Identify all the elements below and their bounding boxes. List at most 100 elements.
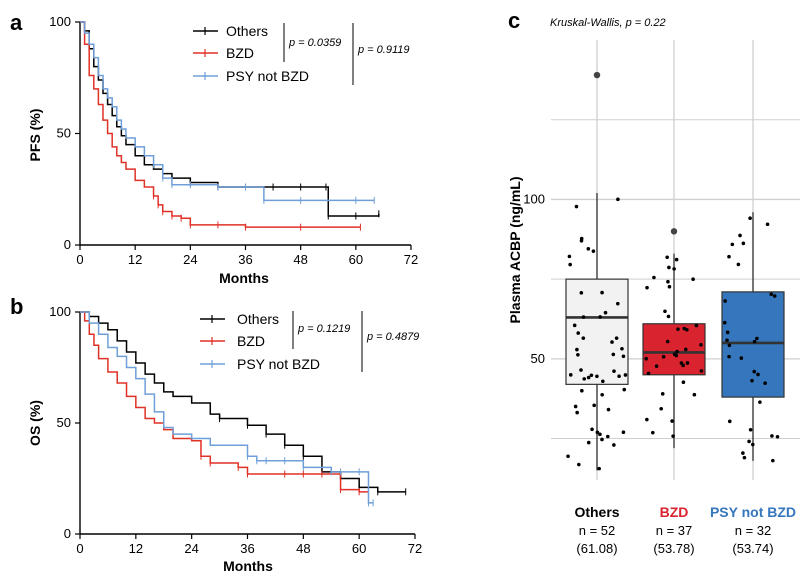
jitter-point-bzd (691, 277, 695, 282)
jitter-point-bzd (670, 419, 674, 423)
pfs-plot-area: 0 12 24 36 48 60 72 0 50 100 (49, 14, 418, 267)
jitter-point-psy-not-bzd (747, 439, 751, 444)
acbp-boxplot: Kruskal-Wallis, p = 0.22 50 100 Plasma AC… (507, 17, 800, 556)
os-km-curve-psy-not-bzd (80, 311, 374, 504)
jitter-point-psy-not-bzd (741, 451, 745, 455)
jitter-point-bzd (650, 430, 655, 435)
jitter-point-others (590, 427, 594, 432)
jitter-point-others (622, 387, 627, 392)
jitter-point-psy-not-bzd (772, 294, 777, 298)
pfs-y-tick-label: 100 (49, 14, 71, 29)
jitter-point-others (568, 262, 572, 267)
jitter-point-psy-not-bzd (771, 458, 775, 463)
jitter-point-others (623, 373, 628, 377)
os-y-tick-label: 100 (49, 304, 71, 319)
os-x-tick-label: 24 (184, 541, 198, 556)
jitter-point-bzd (652, 275, 656, 280)
jitter-point-psy-not-bzd (727, 343, 732, 348)
group-label-others: Others (574, 504, 619, 520)
jitter-point-others (605, 434, 610, 439)
jitter-point-others (592, 403, 596, 408)
jitter-point-psy-not-bzd (756, 372, 760, 377)
pfs-x-tick-label: 72 (404, 252, 418, 267)
pfs-chart: 0 12 24 36 48 60 72 0 50 100 Months PFS (%) Other… (27, 14, 418, 286)
pfs-legend-others: Others (226, 23, 268, 39)
jitter-point-others (575, 347, 579, 352)
os-legend-psy: PSY not BZD (237, 356, 320, 372)
pfs-y-tick-label: 0 (64, 237, 71, 252)
jitter-point-bzd (679, 361, 684, 365)
jitter-point-others (598, 315, 602, 319)
jitter-point-others (581, 336, 586, 340)
os-x-tick-label: 0 (76, 541, 83, 556)
jitter-point-bzd (694, 323, 699, 328)
os-x-tick-label: 72 (408, 541, 422, 556)
jitter-point-others (576, 331, 581, 335)
jitter-point-bzd (661, 354, 666, 359)
jitter-point-bzd (675, 349, 679, 354)
jitter-point-psy-not-bzd (770, 434, 774, 438)
jitter-point-others (603, 310, 608, 315)
os-x-tick-label: 60 (352, 541, 366, 556)
jitter-point-bzd (676, 327, 680, 331)
panel-b-letter: b (10, 294, 23, 319)
jitter-point-bzd (667, 284, 672, 289)
pfs-x-tick-label: 0 (76, 252, 83, 267)
os-y-tick-label: 0 (64, 526, 71, 541)
jitter-point-others (621, 430, 626, 434)
jitter-point-others (574, 204, 579, 209)
group-n-others: n = 52 (579, 523, 616, 538)
pfs-legend-psy: PSY not BZD (226, 68, 309, 84)
jitter-point-psy-not-bzd (739, 356, 744, 360)
jitter-point-bzd (681, 380, 686, 384)
jitter-point-others (577, 462, 581, 467)
jitter-point-psy-not-bzd (736, 262, 741, 267)
jitter-point-others (576, 353, 580, 357)
panel-c-letter: c (508, 8, 520, 33)
jitter-point-psy-not-bzd (748, 216, 752, 220)
jitter-point-others (568, 373, 573, 377)
os-legend-others: Others (237, 311, 279, 327)
jitter-point-bzd (665, 255, 669, 260)
pfs-km-curve-bzd (80, 21, 361, 228)
jitter-point-bzd (666, 279, 670, 284)
jitter-point-psy-not-bzd (727, 354, 731, 359)
jitter-point-others (579, 368, 583, 372)
jitter-point-psy-not-bzd (727, 254, 731, 259)
group-median-others: (61.08) (576, 541, 617, 556)
pfs-x-tick-label: 48 (293, 252, 307, 267)
jitter-point-others (610, 340, 614, 344)
jitter-point-bzd (671, 434, 675, 438)
boxplot-y-tick-label: 50 (531, 351, 545, 366)
outlier-point-others (593, 71, 601, 79)
os-x-axis-title: Months (223, 558, 273, 574)
jitter-point-bzd (646, 371, 651, 376)
os-chart: 0 12 24 36 48 60 72 0 50 100 Months OS (%) Others… (27, 304, 422, 574)
jitter-point-others (616, 197, 620, 202)
group-label-psy: PSY not BZD (710, 504, 796, 520)
panel-a-letter: a (10, 10, 23, 35)
group-n-psy: n = 32 (735, 523, 772, 538)
jitter-point-others (600, 437, 604, 442)
jitter-point-psy-not-bzd (723, 299, 727, 303)
group-label-bzd: BZD (660, 504, 689, 520)
jitter-point-psy-not-bzd (725, 330, 730, 335)
boxplot-plot-area: 50 100 (523, 40, 800, 480)
jitter-point-others (597, 466, 601, 471)
jitter-point-others (595, 374, 599, 379)
jitter-point-others (579, 236, 584, 241)
jitter-point-others (600, 290, 604, 295)
pfs-p-value-2: p = 0.9119 (357, 44, 409, 56)
jitter-point-others (621, 354, 626, 359)
jitter-point-others (582, 377, 587, 381)
jitter-point-psy-not-bzd (752, 369, 757, 374)
jitter-point-bzd (645, 417, 649, 422)
jitter-point-psy-not-bzd (738, 233, 742, 238)
acbp-y-axis-title: Plasma ACBP (ng/mL) (507, 176, 523, 323)
jitter-point-others (612, 369, 616, 373)
jitter-point-bzd (685, 361, 690, 365)
pfs-p-value-1: p = 0.0359 (288, 37, 341, 49)
jitter-point-others (598, 432, 602, 437)
pfs-x-axis-title: Months (219, 270, 269, 286)
